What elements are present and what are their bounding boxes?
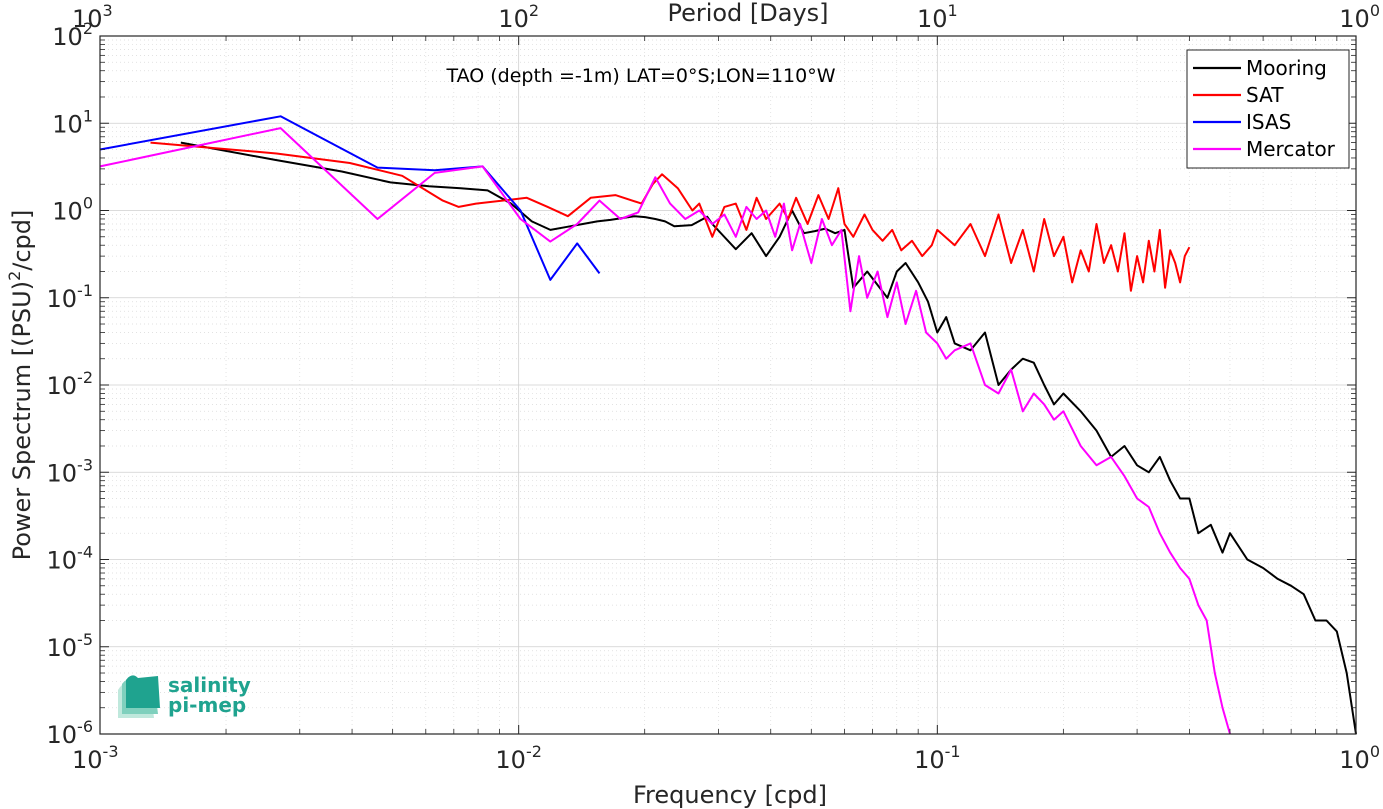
y-tick-label-exponent: 1 xyxy=(83,106,93,125)
y-tick-label: 10-4 xyxy=(47,543,94,575)
x-tick-label-base: 10 xyxy=(914,746,945,774)
top-axis-label: Period [Days] xyxy=(667,0,828,27)
top-tick-label-base: 10 xyxy=(72,5,103,33)
y-tick-label-exponent: 2 xyxy=(83,19,93,38)
x-tick-label-exponent: -2 xyxy=(526,742,542,761)
top-tick-label: 100 xyxy=(1339,1,1380,33)
y-tick-label-exponent: -6 xyxy=(77,717,93,736)
series-layer xyxy=(99,115,1357,735)
x-tick-label-exponent: -3 xyxy=(103,742,119,761)
x-tick-label-exponent: 0 xyxy=(1370,742,1380,761)
legend-label-isas: ISAS xyxy=(1246,110,1291,134)
x-tick-label: 10-1 xyxy=(914,742,961,774)
x-axis-label: Frequency [cpd] xyxy=(633,781,827,809)
top-tick-label: 101 xyxy=(917,1,958,33)
y-tick-label-base: 10 xyxy=(52,110,83,138)
top-tick-label-exponent: 1 xyxy=(948,1,958,20)
y-axis-label-exponent: 2 xyxy=(5,271,24,281)
series-line-mercator xyxy=(99,127,1231,735)
y-tick-label-exponent: 0 xyxy=(83,194,93,213)
x-tick-label-exponent: -1 xyxy=(945,742,961,761)
top-tick-label: 103 xyxy=(72,1,113,33)
top-tick-label-exponent: 2 xyxy=(529,1,539,20)
top-tick-label: 102 xyxy=(498,1,539,33)
y-tick-label-exponent: -3 xyxy=(77,455,93,474)
y-tick-label-base: 10 xyxy=(47,285,78,313)
chart-title: TAO (depth =-1m) LAT=0°S;LON=110°W xyxy=(445,65,835,87)
y-tick-label: 10-5 xyxy=(47,630,94,662)
series-line-sat xyxy=(150,141,1191,292)
legend-label-mercator: Mercator xyxy=(1246,137,1336,161)
y-tick-label: 10-1 xyxy=(47,281,94,313)
logo-text-line1: salinity xyxy=(168,673,251,697)
y-tick-label: 102 xyxy=(52,19,93,51)
y-tick-label-base: 10 xyxy=(47,372,78,400)
y-tick-label-base: 10 xyxy=(52,23,83,51)
y-axis-label-base: Power Spectrum [(PSU) xyxy=(8,281,36,560)
logo-text-line2: pi-mep xyxy=(168,693,246,717)
x-tick-label: 10-3 xyxy=(72,742,119,774)
y-tick-label: 10-2 xyxy=(47,368,94,400)
logo-mark-icon xyxy=(118,675,160,718)
y-tick-label-base: 10 xyxy=(47,721,78,749)
legend-label-mooring: Mooring xyxy=(1246,56,1327,80)
top-tick-label-base: 10 xyxy=(498,5,529,33)
y-tick-label-exponent: -2 xyxy=(77,368,93,387)
top-tick-label-exponent: 3 xyxy=(103,1,113,20)
x-tick-label-base: 10 xyxy=(1339,746,1370,774)
y-tick-label-exponent: -1 xyxy=(77,281,93,300)
series-line-mooring xyxy=(180,141,1357,735)
y-axis-label-tail: /cpd] xyxy=(8,210,36,271)
y-tick-label: 100 xyxy=(52,194,93,226)
y-tick-label-base: 10 xyxy=(47,634,78,662)
y-tick-label: 101 xyxy=(52,106,93,138)
x-tick-label-base: 10 xyxy=(495,746,526,774)
y-tick-label-base: 10 xyxy=(47,547,78,575)
top-tick-label-base: 10 xyxy=(917,5,948,33)
legend: Mooring SAT ISAS Mercator xyxy=(1186,49,1350,169)
x-tick-label: 100 xyxy=(1339,742,1380,774)
minor-grid xyxy=(100,36,1356,734)
x-tick-label-base: 10 xyxy=(72,746,103,774)
y-axis-label: Power Spectrum [(PSU)2/cpd] xyxy=(5,210,36,561)
legend-items: Mooring SAT ISAS Mercator xyxy=(1193,56,1336,161)
y-tick-label: 10-6 xyxy=(47,717,94,749)
y-tick-label-base: 10 xyxy=(47,459,78,487)
y-tick-label-base: 10 xyxy=(52,198,83,226)
y-tick-label: 10-3 xyxy=(47,455,94,487)
y-tick-label-exponent: -4 xyxy=(77,543,93,562)
legend-label-sat: SAT xyxy=(1246,83,1284,107)
y-tick-label-exponent: -5 xyxy=(77,630,93,649)
tick-marks xyxy=(99,35,1357,735)
top-tick-label-exponent: 0 xyxy=(1370,1,1380,20)
logo: salinity pi-mep xyxy=(118,673,251,718)
top-tick-label-base: 10 xyxy=(1339,5,1370,33)
x-tick-label: 10-2 xyxy=(495,742,542,774)
